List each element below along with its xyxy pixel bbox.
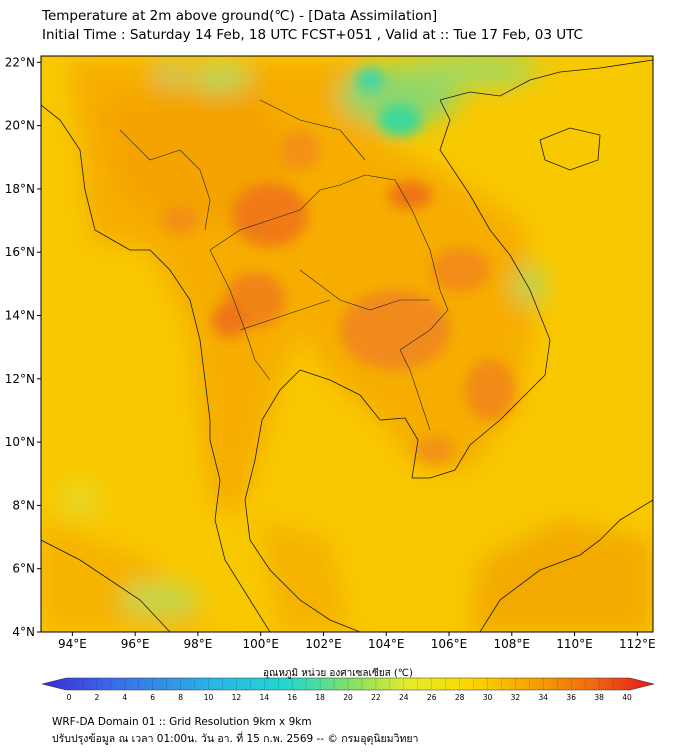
- footer-resolution: WRF-DA Domain 01 :: Grid Resolution 9km …: [52, 716, 312, 728]
- lon-tick-label: 96°E: [121, 637, 150, 651]
- lat-tick-label: 8°N: [12, 498, 35, 512]
- colorbar-tick-label: 28: [455, 693, 465, 702]
- lat-tick-label: 22°N: [5, 55, 35, 69]
- footer-update: ปรับปรุงข้อมูล ณ เวลา 01:00น. วัน อา. ที…: [52, 733, 419, 745]
- colorbar-strip: [41, 677, 655, 691]
- colorbar-tick-label: 14: [260, 693, 270, 702]
- colorbar-tick-label: 16: [287, 693, 297, 702]
- latitude-axis: 22°N 20°N 18°N 16°N 14°N 12°N 10°N 8°N 6°N 4°N: [5, 55, 41, 639]
- colorbar-tick-label: 32: [511, 693, 521, 702]
- colorbar-tick-label: 6: [150, 693, 155, 702]
- colorbar-tick-label: 26: [427, 693, 437, 702]
- lat-tick-label: 10°N: [5, 435, 35, 449]
- lat-tick-label: 6°N: [12, 562, 35, 576]
- colorbar-tick-label: 10: [204, 693, 214, 702]
- lon-tick-label: 98°E: [183, 637, 212, 651]
- lon-tick-label: 112°E: [619, 637, 656, 651]
- coastlines: [41, 59, 653, 632]
- lat-tick-label: 4°N: [12, 625, 35, 639]
- colorbar-tick-label: 20: [343, 693, 353, 702]
- colorbar-tick-label: 12: [232, 693, 242, 702]
- lon-tick-label: 108°E: [494, 637, 531, 651]
- map-title: Temperature at 2m above ground(℃) - [Dat…: [42, 8, 438, 24]
- colorbar-tick-label: 34: [539, 693, 549, 702]
- map-subtitle: Initial Time : Saturday 14 Feb, 18 UTC F…: [42, 27, 583, 43]
- colorbar-tick-label: 30: [483, 693, 493, 702]
- colorbar-tick-label: 36: [566, 693, 576, 702]
- lon-tick-label: 104°E: [368, 637, 405, 651]
- lat-tick-label: 14°N: [5, 309, 35, 323]
- longitude-axis: 94°E 96°E 98°E 100°E 102°E 104°E 106°E 108°E 110…: [58, 632, 656, 651]
- lon-tick-label: 100°E: [242, 637, 279, 651]
- lat-tick-label: 16°N: [5, 245, 35, 259]
- temperature-field: [41, 56, 653, 632]
- colorbar-tick-label: 0: [67, 693, 72, 702]
- lat-tick-label: 12°N: [5, 372, 35, 386]
- colorbar-ticks: 0 2 4 6 8 10 12 14 16 18 20 22 24 26 28 30 32 34 36 38 40: [67, 678, 632, 702]
- colorbar-tick-label: 4: [122, 693, 127, 702]
- colorbar-title: อุณหภูมิ หน่วย องศาเซลเซียส (℃): [263, 668, 413, 679]
- colorbar-tick-label: 8: [178, 693, 183, 702]
- plot-frame: [40, 55, 654, 633]
- colorbar-tick-label: 24: [399, 693, 409, 702]
- colorbar-tick-label: 2: [95, 693, 100, 702]
- lat-tick-label: 20°N: [5, 119, 35, 133]
- colorbar-tick-label: 40: [622, 693, 632, 702]
- lon-tick-label: 110°E: [556, 637, 593, 651]
- country-borders: [119, 99, 449, 431]
- lat-tick-label: 18°N: [5, 182, 35, 196]
- lon-tick-label: 106°E: [431, 637, 468, 651]
- colorbar-tick-label: 18: [315, 693, 325, 702]
- lon-tick-label: 102°E: [305, 637, 342, 651]
- colorbar: 0 2 4 6 8 10 12 14 16 18 20 22 24 26 28 30 32 34 36 38 40: [41, 677, 655, 702]
- lon-tick-label: 94°E: [58, 637, 87, 651]
- colorbar-tick-label: 38: [594, 693, 604, 702]
- colorbar-tick-label: 22: [371, 693, 381, 702]
